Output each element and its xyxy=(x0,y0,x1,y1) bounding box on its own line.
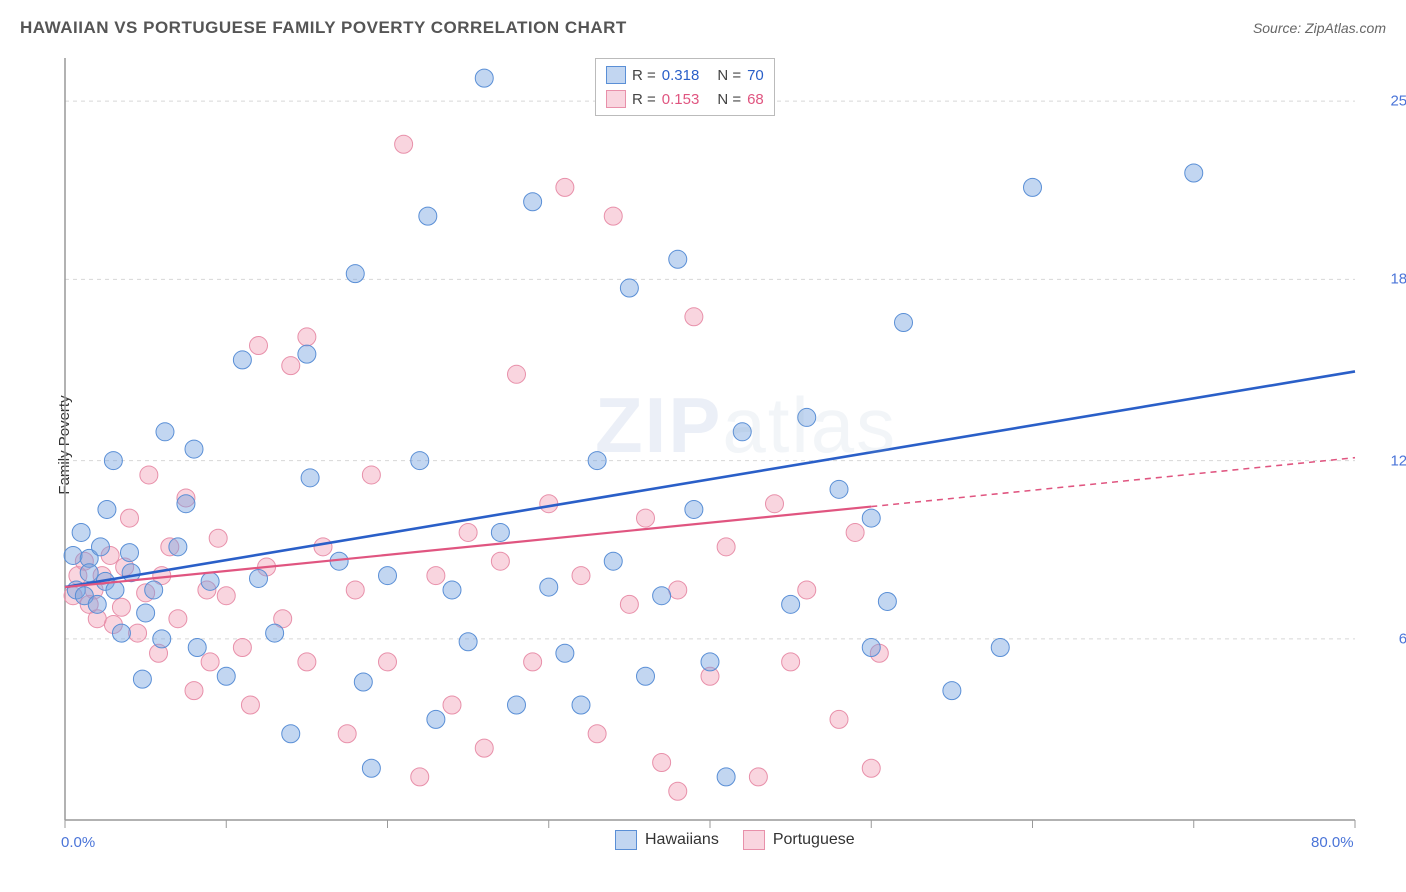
legend-series: Hawaiians Portuguese xyxy=(615,830,855,850)
chart-source: Source: ZipAtlas.com xyxy=(1253,20,1386,36)
x-tick-label-min: 0.0% xyxy=(61,834,95,851)
legend-item-portuguese: Portuguese xyxy=(743,830,855,850)
n-label: N = xyxy=(717,67,741,84)
swatch-hawaiians-icon xyxy=(606,66,626,84)
r-label: R = xyxy=(632,91,656,108)
n-value-hawaiians: 70 xyxy=(747,67,764,84)
x-tick-label-max: 80.0% xyxy=(1311,834,1354,851)
swatch-portuguese-icon xyxy=(743,830,765,850)
legend-item-hawaiians: Hawaiians xyxy=(615,830,719,850)
swatch-portuguese-icon xyxy=(606,90,626,108)
source-label: Source: xyxy=(1253,20,1301,36)
r-value-hawaiians: 0.318 xyxy=(662,67,700,84)
r-label: R = xyxy=(632,67,656,84)
legend-stats-row-hawaiians: R = 0.318 N = 70 xyxy=(606,63,764,87)
legend-label-portuguese: Portuguese xyxy=(773,831,855,849)
swatch-hawaiians-icon xyxy=(615,830,637,850)
y-tick-label: 6.3% xyxy=(1399,630,1406,647)
legend-stats-row-portuguese: R = 0.153 N = 68 xyxy=(606,87,764,111)
legend-stats: R = 0.318 N = 70 R = 0.153 N = 68 xyxy=(595,58,775,116)
y-tick-label: 12.5% xyxy=(1390,452,1406,469)
legend-label-hawaiians: Hawaiians xyxy=(645,831,719,849)
n-value-portuguese: 68 xyxy=(747,91,764,108)
y-tick-label: 18.8% xyxy=(1390,271,1406,288)
chart-title: HAWAIIAN VS PORTUGUESE FAMILY POVERTY CO… xyxy=(20,18,627,38)
chart-header: HAWAIIAN VS PORTUGUESE FAMILY POVERTY CO… xyxy=(20,18,1386,38)
y-tick-label: 25.0% xyxy=(1390,93,1406,110)
plot-area: Family Poverty ZIPatlas R = 0.318 N = 70… xyxy=(55,50,1375,840)
n-label: N = xyxy=(717,91,741,108)
r-value-portuguese: 0.153 xyxy=(662,91,700,108)
source-value: ZipAtlas.com xyxy=(1305,20,1386,36)
scatter-plot-svg xyxy=(55,50,1375,840)
